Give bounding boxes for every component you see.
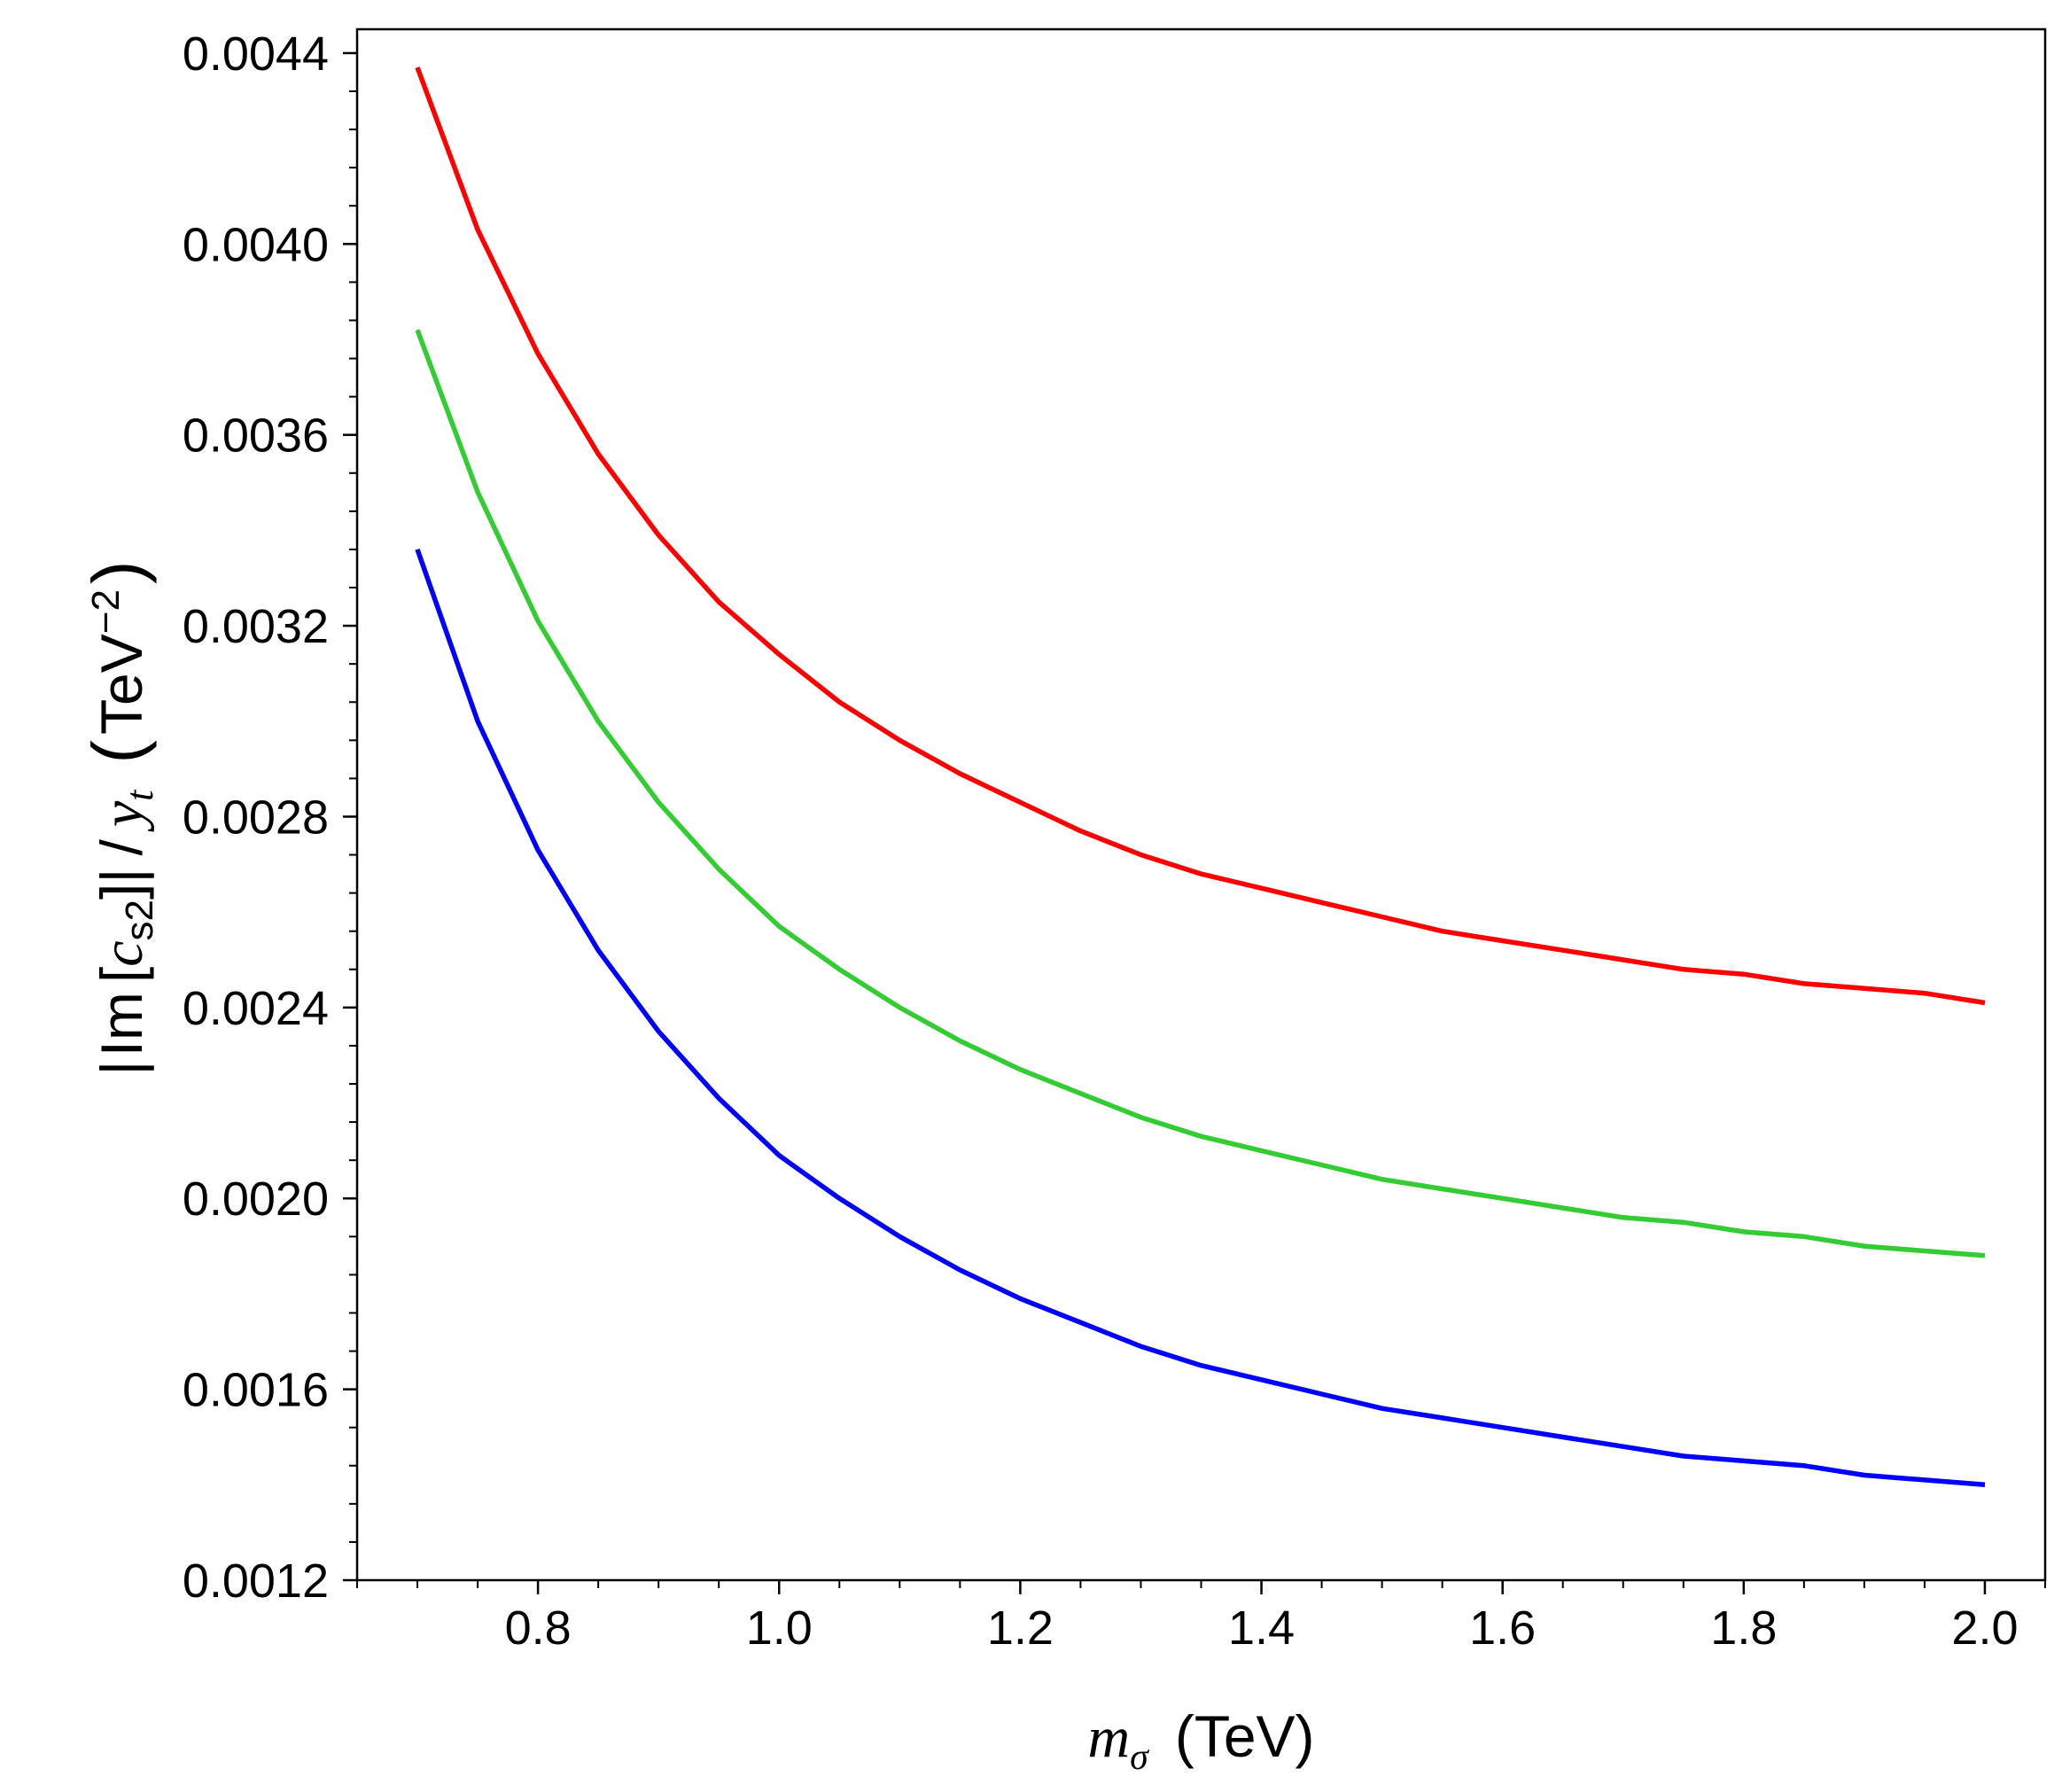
tick-labels: 0.8 1.0 1.2 1.4 1.6 1.8 2.0 0.0012 0.0016 0.0020 0…: [183, 27, 2019, 1655]
y-tick-label: 0.0028: [183, 791, 329, 844]
y-tick-label: 0.0012: [183, 1554, 329, 1608]
major-ticks: [343, 51, 1987, 1594]
x-tick-label: 1.8: [1710, 1601, 1777, 1655]
y-label-unit: TeV: [89, 634, 154, 735]
x-tick-label: 1.0: [746, 1601, 813, 1655]
y-tick-label: 0.0044: [183, 27, 329, 81]
y-label-left-bar: |: [89, 1060, 154, 1075]
x-axis-symbol: m: [1087, 1705, 1130, 1770]
x-axis-label: mσ (TeV): [1087, 1703, 1314, 1778]
y-label-slash: /: [89, 838, 154, 855]
x-axis-subscript: σ: [1130, 1737, 1150, 1778]
y-label-open-paren: (: [78, 740, 157, 764]
x-tick-label: 1.6: [1469, 1601, 1536, 1655]
series-line-blue: [415, 548, 1986, 1488]
series-layer: [415, 66, 1986, 1488]
y-axis-label: |Im[cs2]|/yt(TeV−2): [78, 560, 161, 1075]
y-label-im: Im: [89, 992, 154, 1056]
y-tick-label: 0.0016: [183, 1364, 329, 1417]
y-label-close-paren: ): [78, 560, 157, 584]
series-line-green: [415, 329, 1986, 1258]
plot-frame: [355, 27, 2047, 1582]
y-tick-label: 0.0024: [183, 982, 329, 1035]
y-tick-label: 0.0020: [183, 1173, 329, 1226]
y-tick-label: 0.0040: [183, 218, 329, 271]
y-tick-label: 0.0032: [183, 600, 329, 653]
x-axis-unit: (TeV): [1175, 1703, 1315, 1769]
y-label-c-subscript: s2: [118, 900, 161, 940]
y-label-close-bracket: ]: [89, 884, 154, 900]
series-line-red: [415, 66, 1986, 1006]
y-label-y: y: [90, 800, 155, 832]
x-tick-label: 2.0: [1951, 1601, 2018, 1655]
minor-ticks: [349, 51, 2046, 1588]
y-label-y-subscript: t: [118, 789, 161, 801]
x-tick-label: 1.2: [987, 1601, 1054, 1655]
x-tick-label: 1.4: [1228, 1601, 1295, 1655]
y-label-c: c: [90, 940, 155, 966]
y-label-right-bar: |: [89, 868, 154, 883]
y-label-open-bracket: [: [89, 967, 154, 983]
x-tick-label: 0.8: [505, 1601, 572, 1655]
y-label-unit-exponent: −2: [84, 589, 128, 634]
y-tick-label: 0.0036: [183, 409, 329, 463]
